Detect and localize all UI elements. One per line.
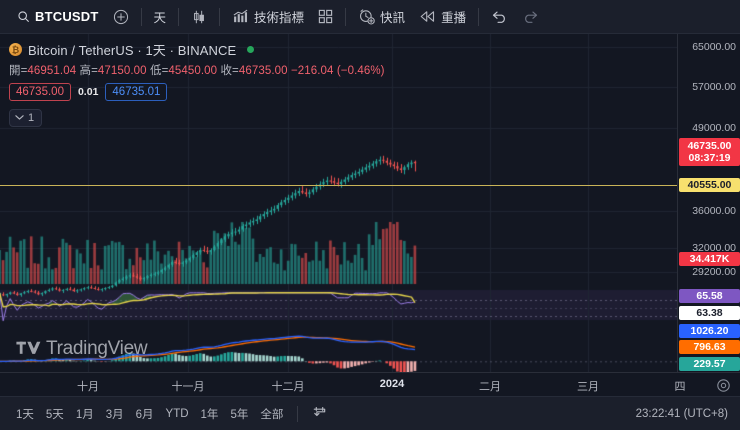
range-buttons: 1天 5天 1月 3月 6月 YTD 1年 5年 全部: [10, 403, 289, 425]
range-button[interactable]: 3月: [105, 408, 124, 421]
toolbar-divider-5: [478, 7, 480, 26]
price-tick-label: 32000.00: [692, 242, 736, 254]
goto-date-icon: [312, 406, 327, 421]
volume-value-label[interactable]: 34.417K: [679, 252, 740, 266]
range-button[interactable]: 1天: [16, 408, 34, 421]
interval-label: 天: [153, 11, 167, 25]
redo-arrow-icon: [522, 9, 539, 24]
chart-settings-gear-icon[interactable]: [715, 377, 731, 393]
bottom-toolbar: 1天 5天 1月 3月 6月 YTD 1年 5年 全部 23:22:41 (UTC+8): [0, 396, 740, 430]
bottom-divider: [297, 405, 299, 422]
rsi-value-label[interactable]: 65.58: [679, 289, 740, 303]
clock-label: 23:22:41 (UTC+8): [635, 407, 728, 420]
add-symbol-button[interactable]: [106, 4, 136, 30]
rewind-icon: [419, 9, 436, 24]
redo-button[interactable]: [515, 4, 546, 30]
last-price-label[interactable]: 46735.00 08:37:19: [679, 137, 740, 167]
chart-canvas[interactable]: [0, 34, 677, 372]
candlestick-icon: [191, 9, 207, 25]
goto-date-button[interactable]: [306, 403, 333, 424]
time-tick-label: 十一月: [171, 381, 205, 393]
macd-hist-value-label[interactable]: 1026.20: [679, 324, 740, 338]
price-tick-label: 65000.00: [692, 41, 736, 53]
chart-plot-area[interactable]: TradingView: [0, 34, 677, 372]
plus-circle-icon: [113, 9, 129, 25]
symbol-search-button[interactable]: BTCUSDT: [10, 4, 106, 30]
price-tick-label: 36000.00: [692, 205, 736, 217]
price-tick-label: 57000.00: [692, 81, 736, 93]
undo-button[interactable]: [484, 4, 515, 30]
time-tick-label: 二月: [479, 381, 501, 393]
time-axis[interactable]: 十月 十一月 十二月 2024 二月 三月 四: [0, 372, 740, 396]
toolbar-divider-2: [178, 7, 180, 26]
toolbar-divider-4: [345, 7, 347, 26]
range-button[interactable]: 1年: [200, 408, 219, 421]
chart-type-button[interactable]: [184, 4, 214, 30]
range-button[interactable]: 5天: [45, 408, 64, 421]
macd-line-value-label[interactable]: 796.63: [679, 340, 740, 354]
price-tick-label: 49000.00: [692, 122, 736, 134]
horizontal-price-line[interactable]: [0, 185, 677, 186]
time-tick-label: 十二月: [271, 381, 305, 393]
indicators-label: 技術指標: [254, 11, 305, 25]
replay-button[interactable]: 重播: [412, 4, 473, 30]
chart-container[interactable]: TradingView ₿ Bitcoin / TetherUS · 1天 · …: [0, 34, 740, 396]
symbol-label: BTCUSDT: [35, 9, 99, 24]
range-button[interactable]: 全部: [260, 408, 284, 421]
range-button[interactable]: 5年: [230, 408, 249, 421]
time-tick-label: 2024: [379, 378, 405, 390]
macd-signal-value-label[interactable]: 229.57: [679, 357, 740, 371]
horizontal-line-price-label[interactable]: 40555.00: [679, 178, 740, 192]
time-tick-label: 十月: [77, 381, 99, 393]
top-toolbar: BTCUSDT 天: [0, 0, 740, 34]
time-tick-label: 四: [674, 381, 686, 393]
interval-button[interactable]: 天: [147, 4, 174, 30]
layout-button[interactable]: [311, 4, 340, 30]
range-button[interactable]: 6月: [135, 408, 154, 421]
undo-arrow-icon: [491, 9, 508, 24]
time-tick-label: 三月: [577, 381, 599, 393]
indicators-chart-icon: [232, 8, 249, 25]
alarm-clock-plus-icon: [358, 8, 375, 25]
rsi-ma-value-label[interactable]: 63.38: [679, 306, 740, 320]
indicators-button[interactable]: 技術指標: [225, 4, 311, 30]
range-button[interactable]: YTD: [165, 407, 189, 420]
toolbar-divider-3: [219, 7, 221, 26]
price-scale[interactable]: 65000.00 57000.00 49000.00 36000.00 32000.00…: [677, 34, 740, 396]
replay-label: 重播: [441, 11, 467, 25]
range-button[interactable]: 1月: [75, 408, 94, 421]
price-tick-label: 29200.00: [692, 266, 736, 278]
alerts-button[interactable]: 快訊: [351, 4, 412, 30]
toolbar-divider-1: [140, 7, 142, 26]
search-icon: [17, 10, 30, 23]
grid-layout-icon: [318, 9, 333, 24]
alerts-label: 快訊: [380, 11, 406, 25]
